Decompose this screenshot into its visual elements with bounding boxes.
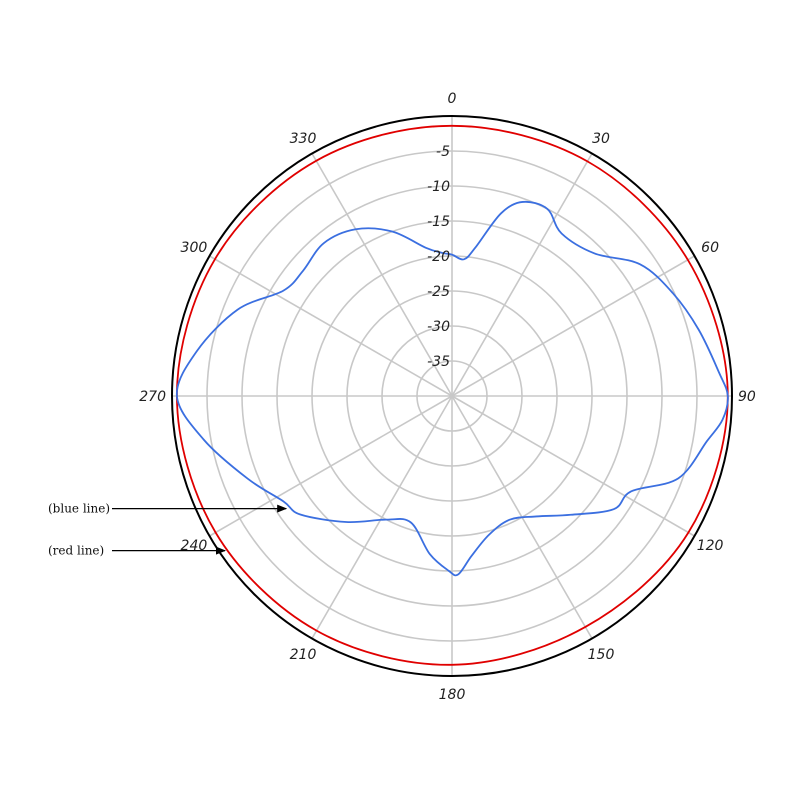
annotations: (blue line) (red line) <box>48 502 288 558</box>
radial-label-0: -5 <box>436 144 450 160</box>
angle-tick-labels: 0 30 60 90 120 150 180 210 240 270 300 330 <box>139 91 756 703</box>
annotation-label-0: (blue line) <box>48 502 110 516</box>
grid-spoke-240 <box>209 395 453 537</box>
radial-label-2: -15 <box>427 214 450 230</box>
grid-spoke-210 <box>311 395 453 639</box>
radial-label-6: -35 <box>427 354 450 370</box>
radial-label-3: -20 <box>427 249 450 265</box>
angle-label-150: 150 <box>588 647 615 663</box>
angle-label-270: 270 <box>139 389 166 405</box>
angle-label-120: 120 <box>697 538 724 554</box>
angle-label-330: 330 <box>290 131 317 147</box>
grid-spoke-30 <box>451 153 593 397</box>
angle-label-300: 300 <box>181 240 208 256</box>
angle-label-210: 210 <box>290 647 317 663</box>
radial-label-1: -10 <box>427 179 450 195</box>
radial-label-5: -30 <box>427 319 450 335</box>
angle-label-30: 30 <box>592 131 610 147</box>
series-line-0 <box>175 124 729 666</box>
grid-spoke-330 <box>311 153 453 397</box>
angle-label-90: 90 <box>738 389 756 405</box>
grid-spoke-120 <box>451 395 695 537</box>
angle-label-180: 180 <box>439 687 466 703</box>
angle-label-240: 240 <box>181 538 208 554</box>
radial-label-4: -25 <box>427 284 450 300</box>
angular-grid-spokes <box>172 116 732 676</box>
grid-spoke-300 <box>209 255 453 397</box>
angle-label-0: 0 <box>448 91 457 107</box>
series-line-1 <box>175 200 729 577</box>
annotation-label-1: (red line) <box>48 544 104 558</box>
series-layer <box>175 124 729 666</box>
radial-tick-labels: -5 -10 -15 -20 -25 -30 -35 <box>427 144 450 370</box>
angle-label-60: 60 <box>701 240 719 256</box>
grid-spoke-60 <box>451 255 695 397</box>
outer-boundary-circle <box>171 115 733 677</box>
